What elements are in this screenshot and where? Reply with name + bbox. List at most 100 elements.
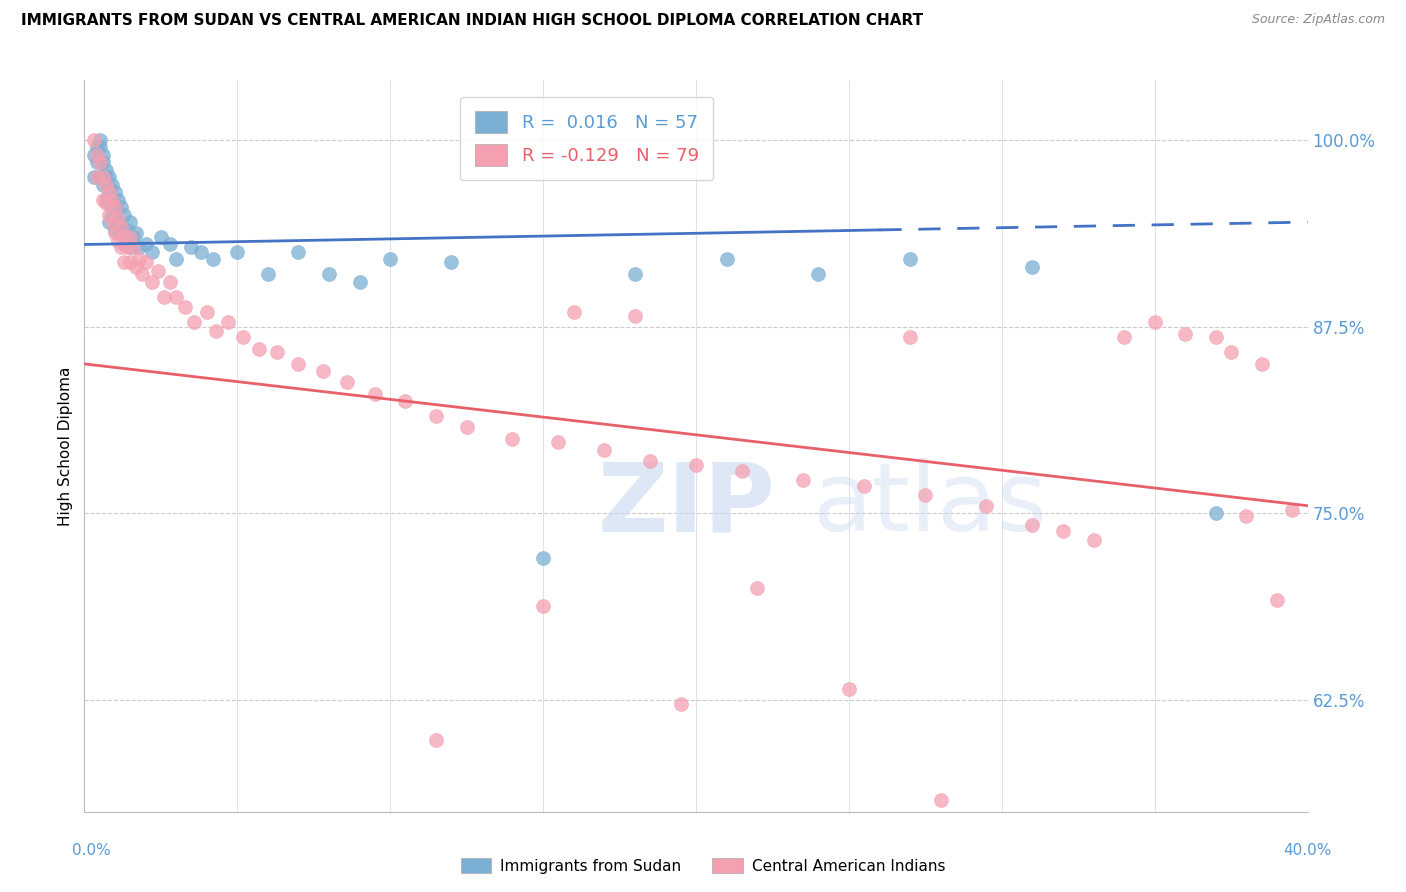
Point [1205, 330, 1227, 344]
Point [101, 193, 124, 207]
Point [89, 133, 111, 147]
Text: atlas: atlas [813, 458, 1047, 551]
Point [898, 330, 921, 344]
Point [1220, 345, 1243, 359]
Point [1174, 326, 1197, 341]
Point [336, 375, 359, 389]
Point [120, 255, 142, 269]
Point [83, 148, 105, 162]
Point [91, 193, 114, 207]
Point [101, 215, 124, 229]
Point [232, 330, 254, 344]
Point [531, 599, 554, 613]
Point [97, 180, 120, 194]
Point [929, 793, 952, 807]
Point [747, 581, 769, 595]
Point [716, 252, 738, 267]
Point [135, 237, 157, 252]
Point [165, 290, 187, 304]
Point [624, 309, 647, 323]
Text: Source: ZipAtlas.com: Source: ZipAtlas.com [1251, 13, 1385, 27]
Point [97, 208, 120, 222]
Point [135, 255, 157, 269]
Point [112, 237, 135, 252]
Text: ZIP: ZIP [598, 458, 776, 551]
Point [122, 240, 145, 254]
Point [287, 244, 309, 259]
Point [107, 235, 129, 249]
Point [624, 268, 647, 282]
Point [97, 186, 120, 200]
Legend: R =  0.016   N = 57, R = -0.129   N = 79: R = 0.016 N = 57, R = -0.129 N = 79 [460, 96, 713, 180]
Point [115, 222, 138, 236]
Point [104, 186, 127, 200]
Point [195, 304, 218, 318]
Point [312, 364, 335, 378]
Point [669, 698, 692, 712]
Point [425, 733, 447, 747]
Point [89, 140, 111, 154]
Point [110, 226, 132, 240]
Point [120, 240, 142, 254]
Point [287, 357, 309, 371]
Point [1052, 524, 1074, 538]
Point [110, 200, 132, 214]
Point [165, 252, 187, 267]
Point [1021, 260, 1043, 274]
Point [104, 200, 127, 214]
Point [1083, 533, 1105, 547]
Point [976, 499, 998, 513]
Point [112, 255, 135, 269]
Point [731, 464, 754, 478]
Point [83, 133, 105, 147]
Point [425, 409, 447, 424]
Point [547, 434, 569, 449]
Point [83, 170, 105, 185]
Point [146, 264, 169, 278]
Point [141, 244, 163, 259]
Point [685, 458, 707, 473]
Point [91, 170, 114, 185]
Point [180, 240, 202, 254]
Point [792, 473, 814, 487]
Point [97, 195, 120, 210]
Point [94, 162, 117, 177]
Point [380, 252, 402, 267]
Point [141, 275, 163, 289]
Point [190, 244, 212, 259]
Text: 40.0%: 40.0% [1284, 843, 1331, 858]
Point [94, 193, 117, 207]
Point [122, 230, 145, 244]
Point [97, 170, 120, 185]
Point [638, 454, 661, 468]
Point [107, 215, 129, 229]
Point [502, 432, 524, 446]
Point [898, 252, 921, 267]
Point [205, 324, 228, 338]
Point [1143, 315, 1166, 329]
Point [94, 178, 117, 192]
Point [112, 208, 135, 222]
Point [110, 240, 132, 254]
Point [807, 268, 830, 282]
Point [531, 551, 554, 566]
Point [853, 479, 876, 493]
Point [159, 237, 181, 252]
Point [97, 215, 120, 229]
Point [247, 342, 270, 356]
Point [266, 345, 288, 359]
Point [89, 155, 111, 169]
Point [120, 215, 142, 229]
Point [364, 386, 387, 401]
Point [201, 252, 224, 267]
Point [217, 315, 239, 329]
Point [89, 170, 111, 185]
Point [153, 290, 176, 304]
Point [1236, 509, 1258, 524]
Point [838, 682, 860, 697]
Point [86, 140, 108, 154]
Text: IMMIGRANTS FROM SUDAN VS CENTRAL AMERICAN INDIAN HIGH SCHOOL DIPLOMA CORRELATION: IMMIGRANTS FROM SUDAN VS CENTRAL AMERICA… [21, 13, 924, 29]
Point [394, 394, 416, 409]
Point [149, 230, 172, 244]
Point [101, 193, 124, 207]
